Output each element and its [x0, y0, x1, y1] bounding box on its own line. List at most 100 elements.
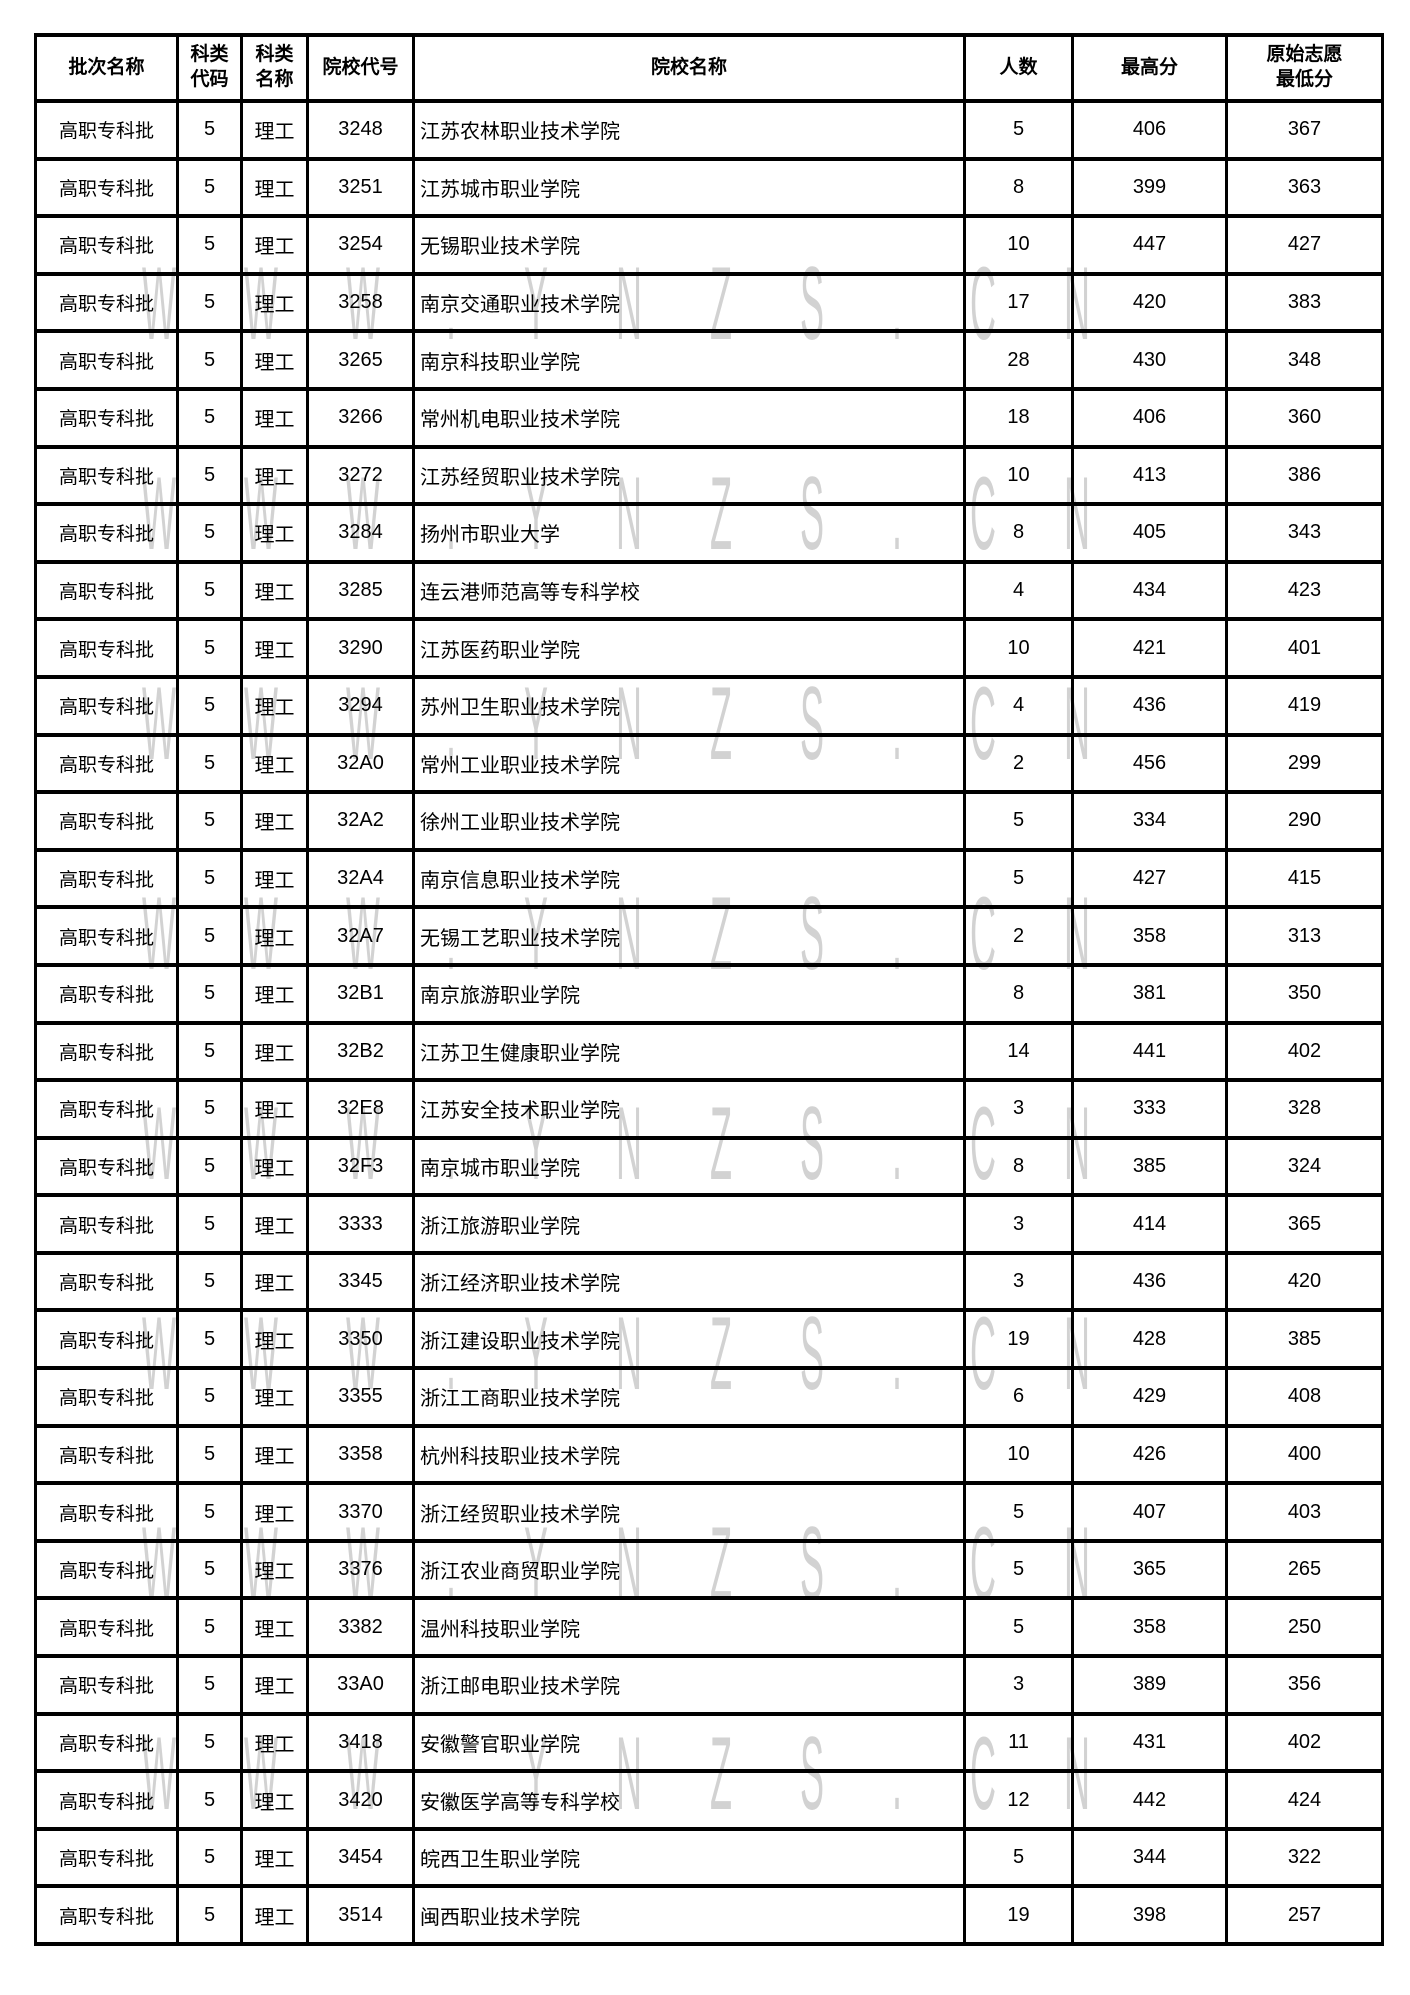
college-code-cell: 3345: [306, 1250, 415, 1313]
max-score-cell: 447: [1071, 214, 1228, 276]
table-row: 高职专科批 5 理工 3420 安徽医学高等专科学校 12 442 424: [34, 1769, 1384, 1831]
subject-code-cell: 5: [176, 329, 243, 391]
min-score-cell: 383: [1225, 271, 1384, 334]
subject-code-cell: 5: [176, 502, 243, 564]
min-score-cell: 365: [1225, 1193, 1384, 1255]
batch-cell: 高职专科批: [34, 962, 179, 1025]
table-row: 高职专科批 5 理工 32A2 徐州工业职业技术学院 5 334 290: [34, 790, 1384, 852]
count-cell: 6: [963, 1366, 1074, 1428]
college-code-cell: 3333: [306, 1193, 415, 1255]
max-score-cell: 358: [1071, 905, 1228, 967]
college-name-cell: 常州工业职业技术学院: [412, 732, 966, 795]
table-row: 高职专科批 5 理工 3333 浙江旅游职业学院 3 414 365: [34, 1193, 1384, 1255]
subject-name-cell: 理工: [240, 1769, 309, 1831]
batch-cell: 高职专科批: [34, 1711, 179, 1774]
batch-cell: 高职专科批: [34, 502, 179, 564]
batch-cell: 高职专科批: [34, 1826, 179, 1889]
college-code-cell: 3294: [306, 674, 415, 737]
max-score-cell: 441: [1071, 1020, 1228, 1083]
college-code-cell: 3418: [306, 1711, 415, 1774]
min-score-cell: 313: [1225, 905, 1384, 967]
min-score-cell: 322: [1225, 1826, 1384, 1889]
subject-name-cell: 理工: [240, 1078, 309, 1140]
min-score-cell: 385: [1225, 1308, 1384, 1371]
col-header-count: 人数: [963, 33, 1074, 103]
college-name-cell: 连云港师范高等专科学校: [412, 559, 966, 622]
subject-code-cell: 5: [176, 214, 243, 276]
subject-name-cell: 理工: [240, 444, 309, 507]
batch-cell: 高职专科批: [34, 790, 179, 852]
count-cell: 12: [963, 1769, 1074, 1831]
min-score-cell: 363: [1225, 156, 1384, 219]
min-score-cell: 328: [1225, 1078, 1384, 1140]
subject-code-cell: 5: [176, 1250, 243, 1313]
table-row: 高职专科批 5 理工 3514 闽西职业技术学院 19 398 257: [34, 1884, 1384, 1946]
subject-name-cell: 理工: [240, 1538, 309, 1601]
table-row: 高职专科批 5 理工 3266 常州机电职业技术学院 18 406 360: [34, 386, 1384, 449]
college-name-cell: 浙江邮电职业技术学院: [412, 1654, 966, 1716]
min-score-cell: 403: [1225, 1481, 1384, 1543]
subject-name-cell: 理工: [240, 271, 309, 334]
batch-cell: 高职专科批: [34, 1193, 179, 1255]
batch-cell: 高职专科批: [34, 1366, 179, 1428]
batch-cell: 高职专科批: [34, 99, 179, 161]
subject-name-cell: 理工: [240, 1020, 309, 1083]
subject-name-cell: 理工: [240, 559, 309, 622]
college-code-cell: 3370: [306, 1481, 415, 1543]
max-score-cell: 385: [1071, 1135, 1228, 1198]
min-score-cell: 290: [1225, 790, 1384, 852]
batch-cell: 高职专科批: [34, 1654, 179, 1716]
batch-cell: 高职专科批: [34, 1596, 179, 1659]
college-code-cell: 3284: [306, 502, 415, 564]
min-score-cell: 250: [1225, 1596, 1384, 1659]
col-header-subject-code: 科类 代码: [176, 33, 243, 103]
max-score-cell: 420: [1071, 271, 1228, 334]
subject-name-cell: 理工: [240, 386, 309, 449]
batch-cell: 高职专科批: [34, 214, 179, 276]
subject-code-cell: 5: [176, 732, 243, 795]
batch-cell: 高职专科批: [34, 617, 179, 679]
count-cell: 4: [963, 674, 1074, 737]
college-name-cell: 南京信息职业技术学院: [412, 847, 966, 910]
subject-name-cell: 理工: [240, 1711, 309, 1774]
table-row: 高职专科批 5 理工 3376 浙江农业商贸职业学院 5 365 265: [34, 1538, 1384, 1601]
count-cell: 3: [963, 1250, 1074, 1313]
batch-cell: 高职专科批: [34, 1135, 179, 1198]
subject-name-cell: 理工: [240, 1366, 309, 1428]
college-name-cell: 杭州科技职业技术学院: [412, 1423, 966, 1486]
batch-cell: 高职专科批: [34, 905, 179, 967]
subject-code-cell: 5: [176, 962, 243, 1025]
college-code-cell: 3272: [306, 444, 415, 507]
college-name-cell: 江苏城市职业学院: [412, 156, 966, 219]
subject-code-cell: 5: [176, 1884, 243, 1946]
table-row: 高职专科批 5 理工 3258 南京交通职业技术学院 17 420 383: [34, 271, 1384, 334]
college-name-cell: 无锡工艺职业技术学院: [412, 905, 966, 967]
subject-code-cell: 5: [176, 1135, 243, 1198]
count-cell: 5: [963, 790, 1074, 852]
subject-code-cell: 5: [176, 444, 243, 507]
subject-code-cell: 5: [176, 1366, 243, 1428]
college-code-cell: 3265: [306, 329, 415, 391]
max-score-cell: 406: [1071, 386, 1228, 449]
min-score-cell: 386: [1225, 444, 1384, 507]
count-cell: 10: [963, 214, 1074, 276]
table-row: 高职专科批 5 理工 32A7 无锡工艺职业技术学院 2 358 313: [34, 905, 1384, 967]
table-row: 高职专科批 5 理工 3248 江苏农林职业技术学院 5 406 367: [34, 99, 1384, 161]
subject-code-cell: 5: [176, 1020, 243, 1083]
college-code-cell: 32B1: [306, 962, 415, 1025]
max-score-cell: 442: [1071, 1769, 1228, 1831]
table-row: 高职专科批 5 理工 32A4 南京信息职业技术学院 5 427 415: [34, 847, 1384, 910]
table-row: 高职专科批 5 理工 3285 连云港师范高等专科学校 4 434 423: [34, 559, 1384, 622]
header-row: 批次名称 科类 代码 科类 名称 院校代号 院校名称 人数 最高分 原始志愿 最…: [34, 33, 1384, 103]
subject-code-cell: 5: [176, 1193, 243, 1255]
count-cell: 8: [963, 962, 1074, 1025]
subject-code-cell: 5: [176, 271, 243, 334]
college-name-cell: 安徽医学高等专科学校: [412, 1769, 966, 1831]
table-row: 高职专科批 5 理工 32E8 江苏安全技术职业学院 3 333 328: [34, 1078, 1384, 1140]
max-score-cell: 344: [1071, 1826, 1228, 1889]
max-score-cell: 431: [1071, 1711, 1228, 1774]
college-code-cell: 3382: [306, 1596, 415, 1659]
min-score-cell: 348: [1225, 329, 1384, 391]
table-row: 高职专科批 5 理工 3454 皖西卫生职业学院 5 344 322: [34, 1826, 1384, 1889]
